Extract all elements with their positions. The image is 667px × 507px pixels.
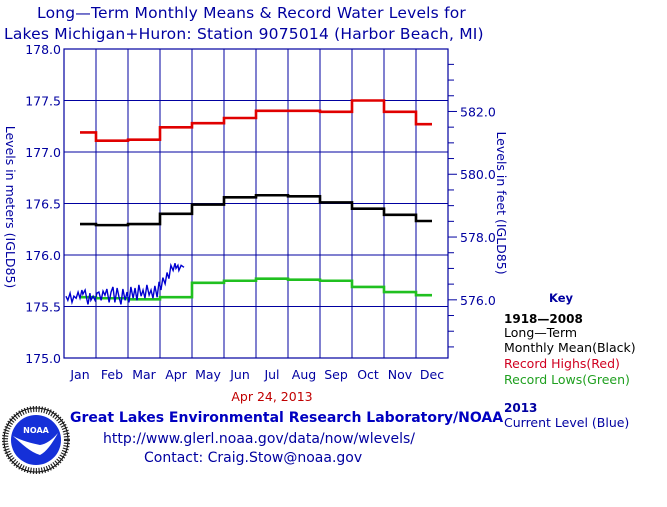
noaa-logo: NOAA — [2, 406, 70, 474]
x-tick-label: Mar — [132, 367, 156, 382]
y-tick-label-left: 175.0 — [25, 351, 61, 366]
legend-highs: Record Highs(Red) — [504, 356, 620, 371]
y-ticks-right: 582.0 580.0 578.0 576.0 — [448, 63, 496, 348]
y-tick-label-left: 176.0 — [25, 248, 61, 263]
y-tick-label-left: 178.0 — [25, 42, 61, 57]
y-axis-label-left: Levels in meters (IGLD85) — [3, 126, 18, 289]
legend-current-year: 2013 — [504, 401, 538, 415]
x-tick-label: Nov — [388, 367, 413, 382]
x-tick-labels: Jan Feb Mar Apr May Jun Jul Aug Sep Oct Nov Dec — [69, 367, 444, 382]
legend-current: Current Level (Blue) — [504, 415, 630, 430]
noaa-logo-text: NOAA — [23, 426, 49, 435]
y-tick-label-left: 175.5 — [25, 300, 61, 315]
series-group — [65, 99, 432, 306]
y-tick-label-right: 578.0 — [460, 230, 496, 245]
x-tick-label: May — [195, 367, 221, 382]
footer-lab-name: Great Lakes Environmental Research Labor… — [70, 410, 504, 426]
footer-contact[interactable]: Contact: Craig.Stow@noaa.gov — [144, 450, 363, 466]
x-tick-label: Sep — [324, 367, 348, 382]
x-tick-label: Aug — [292, 367, 316, 382]
legend-mean-line1: Long—Term — [504, 325, 578, 340]
y-tick-label-left: 177.5 — [25, 94, 61, 109]
legend-lows: Record Lows(Green) — [504, 372, 630, 387]
chart-title-line2: Lakes Michigan+Huron: Station 9075014 (H… — [4, 25, 484, 43]
footer-url[interactable]: http://www.glerl.noaa.gov/data/now/wleve… — [103, 431, 415, 447]
legend-heading: Key — [549, 291, 574, 305]
grid — [63, 48, 449, 359]
x-tick-label: Jul — [263, 367, 279, 382]
series-mean-line — [80, 193, 432, 227]
x-tick-label: Jan — [69, 367, 89, 382]
y-tick-label-left: 176.5 — [25, 197, 61, 212]
y-tick-label-right: 582.0 — [460, 104, 496, 119]
y-ticks-left: 178.0 177.5 177.0 176.5 176.0 175.5 175.0 — [25, 42, 61, 366]
y-tick-label-right: 576.0 — [460, 293, 496, 308]
y-tick-label-left: 177.0 — [25, 145, 61, 160]
x-tick-label: Dec — [420, 367, 444, 382]
legend-mean-line2: Monthly Mean(Black) — [504, 340, 636, 355]
series-highs-line — [80, 99, 432, 142]
y-tick-label-right: 580.0 — [460, 167, 496, 182]
y-axis-label-right: Levels in feet (IGLD85) — [494, 131, 509, 274]
x-tick-label: Jun — [229, 367, 250, 382]
chart-title-line1: Long—Term Monthly Means & Record Water L… — [37, 4, 466, 22]
x-tick-label: Apr — [165, 367, 187, 382]
series-current-line — [65, 262, 185, 306]
legend-period: 1918—2008 — [504, 312, 583, 326]
x-tick-label: Oct — [357, 367, 379, 382]
date-label: Apr 24, 2013 — [231, 389, 312, 404]
x-tick-label: Feb — [101, 367, 123, 382]
